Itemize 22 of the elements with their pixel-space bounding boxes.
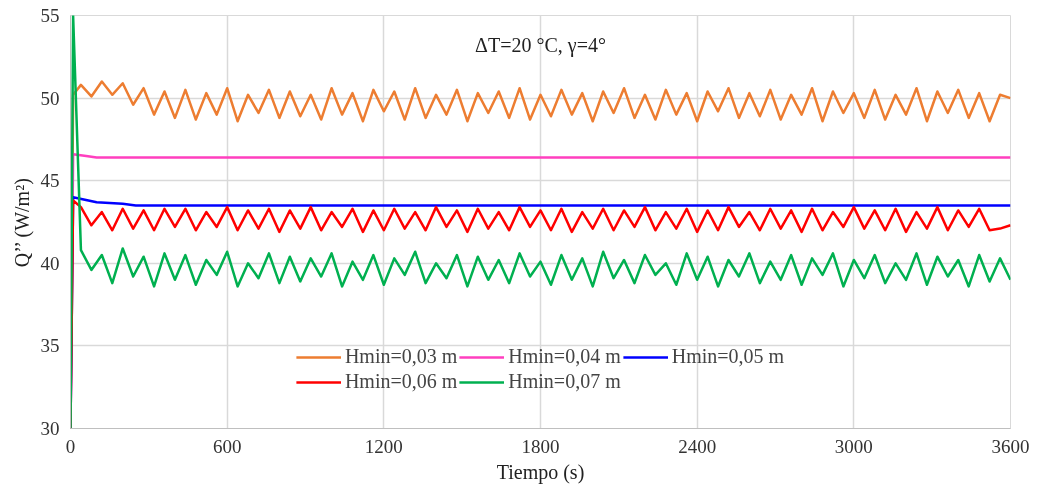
legend-label: Hmin=0,04 m: [508, 345, 621, 368]
y-tick-label: 40: [40, 252, 60, 274]
legend-label: Hmin=0,03 m: [344, 345, 458, 368]
x-tick-label: 3000: [834, 435, 873, 457]
legend-label: Hmin=0,05 m: [671, 345, 785, 368]
x-tick-label: 600: [212, 435, 242, 457]
x-tick-label: 2400: [678, 435, 717, 457]
y-tick-label: 50: [40, 87, 60, 109]
line-series: [70, 15, 1011, 429]
x-tick-label: 1800: [521, 435, 560, 457]
x-axis-title: Tiempo (s): [496, 460, 585, 484]
y-tick-label: 35: [40, 335, 60, 357]
y-tick-label: 55: [40, 5, 60, 26]
x-tick-label: 3600: [991, 435, 1030, 457]
x-tick-label: 1200: [364, 435, 403, 457]
y-tick-label: 45: [40, 170, 60, 192]
x-tick-label: 0: [65, 435, 76, 457]
y-tick-label: 30: [40, 418, 60, 439]
legend-label: Hmin=0,06 m: [344, 370, 458, 393]
y-axis-title: Q’’ (W/m²): [10, 178, 34, 268]
legend-label: Hmin=0,07 m: [508, 370, 621, 393]
annotation: ΔT=20 °C, γ=4°: [475, 33, 606, 57]
